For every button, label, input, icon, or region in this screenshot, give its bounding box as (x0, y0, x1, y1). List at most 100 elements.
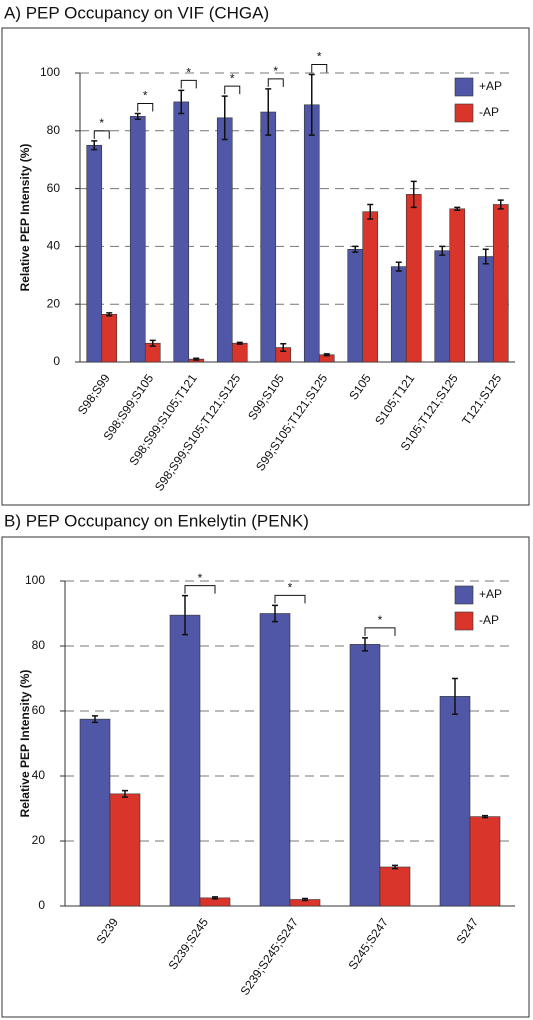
error-bar (302, 897, 308, 902)
bar (129, 116, 146, 363)
x-tick-label: S247 (454, 915, 482, 946)
legend-swatch (454, 103, 474, 123)
x-tick-label: S245;S247 (346, 915, 392, 972)
bar (469, 816, 501, 907)
bar (449, 208, 466, 363)
bar (79, 718, 111, 907)
significance-label: * (378, 613, 383, 627)
y-tick-label: 20 (47, 296, 61, 310)
y-tick-label: 100 (25, 573, 45, 587)
x-tick-label: T121;S125 (459, 371, 504, 427)
significance-bracket (137, 102, 154, 112)
significance-label: * (273, 64, 278, 78)
legend-label: +AP (479, 587, 502, 601)
y-axis-label: Relative PEP Intensity (%) (18, 670, 32, 818)
panel-frame (1, 27, 530, 506)
y-tick-label: 60 (47, 181, 61, 195)
significance-bracket (224, 85, 241, 95)
significance-label: * (288, 581, 293, 595)
y-tick-label: 40 (47, 239, 61, 253)
panel-frame (1, 536, 530, 1018)
error-bar (122, 789, 128, 798)
error-bar (452, 677, 458, 715)
significance-bracket (180, 79, 197, 89)
error-bar (410, 180, 417, 209)
bar (492, 204, 509, 363)
legend-label: +AP (479, 79, 502, 93)
x-tick-label: S239 (94, 915, 122, 946)
bar (434, 250, 451, 363)
error-bar (280, 343, 287, 353)
significance-label: * (99, 116, 104, 130)
error-bar (92, 715, 98, 724)
error-bar (149, 339, 156, 347)
significance-bracket (267, 78, 284, 87)
error-bar (134, 112, 141, 120)
significance-bracket (311, 63, 328, 73)
error-bar (482, 248, 489, 265)
error-bar (367, 203, 374, 220)
bar (477, 256, 494, 363)
error-bar (265, 88, 272, 136)
bar (260, 111, 277, 363)
x-tick-label: S105 (346, 371, 374, 402)
error-bar (439, 245, 446, 256)
bar (101, 314, 118, 363)
error-bar (454, 206, 461, 212)
bar (439, 696, 471, 907)
legend-label: -AP (479, 105, 499, 119)
bar (405, 194, 422, 363)
chart-title: B) PEP Occupancy on Enkelytin (PENK) (4, 511, 309, 530)
significance-bracket (93, 130, 110, 139)
x-tick-label: S99;S105 (245, 371, 287, 422)
x-tick-label: S105;T121 (372, 371, 417, 427)
y-tick-label: 0 (53, 354, 60, 368)
error-bar (182, 594, 188, 636)
error-bar (392, 864, 398, 870)
x-tick-label: S239;S245 (166, 915, 212, 972)
bar (390, 266, 407, 363)
significance-bracket (184, 585, 216, 594)
significance-label: * (186, 66, 191, 80)
error-bar (362, 637, 368, 652)
chart-title: A) PEP Occupancy on VIF (CHGA) (4, 3, 269, 22)
legend-label: -AP (479, 613, 499, 627)
significance-bracket (274, 594, 306, 604)
error-bar (236, 341, 243, 345)
y-tick-label: 0 (38, 898, 45, 912)
y-axis-label: Relative PEP Intensity (%) (18, 144, 32, 292)
error-bar (308, 73, 315, 136)
error-bar (395, 261, 402, 272)
significance-label: * (143, 89, 148, 103)
legend-swatch (454, 585, 474, 605)
bar (231, 342, 248, 363)
significance-label: * (230, 71, 235, 85)
error-bar (272, 604, 278, 623)
significance-label: * (317, 50, 322, 64)
error-bar (352, 245, 359, 253)
bar (349, 644, 381, 907)
bar (379, 866, 411, 907)
y-tick-label: 40 (32, 768, 46, 782)
bar (109, 793, 141, 907)
bar (362, 211, 379, 363)
error-bar (91, 140, 98, 151)
y-tick-label: 80 (47, 123, 61, 137)
error-bar (323, 353, 330, 357)
legend-swatch (454, 611, 474, 631)
bar (216, 117, 233, 363)
significance-bracket (364, 627, 396, 636)
significance-label: * (198, 571, 203, 585)
bar (86, 144, 103, 363)
bar (259, 613, 291, 907)
x-tick-label: S239;S245;S247 (238, 915, 302, 998)
error-bar (212, 896, 218, 900)
y-tick-label: 60 (32, 703, 46, 717)
error-bar (497, 199, 504, 210)
legend-swatch (454, 77, 474, 97)
error-bar (482, 814, 488, 819)
error-bar (221, 95, 228, 141)
bar (169, 614, 201, 907)
